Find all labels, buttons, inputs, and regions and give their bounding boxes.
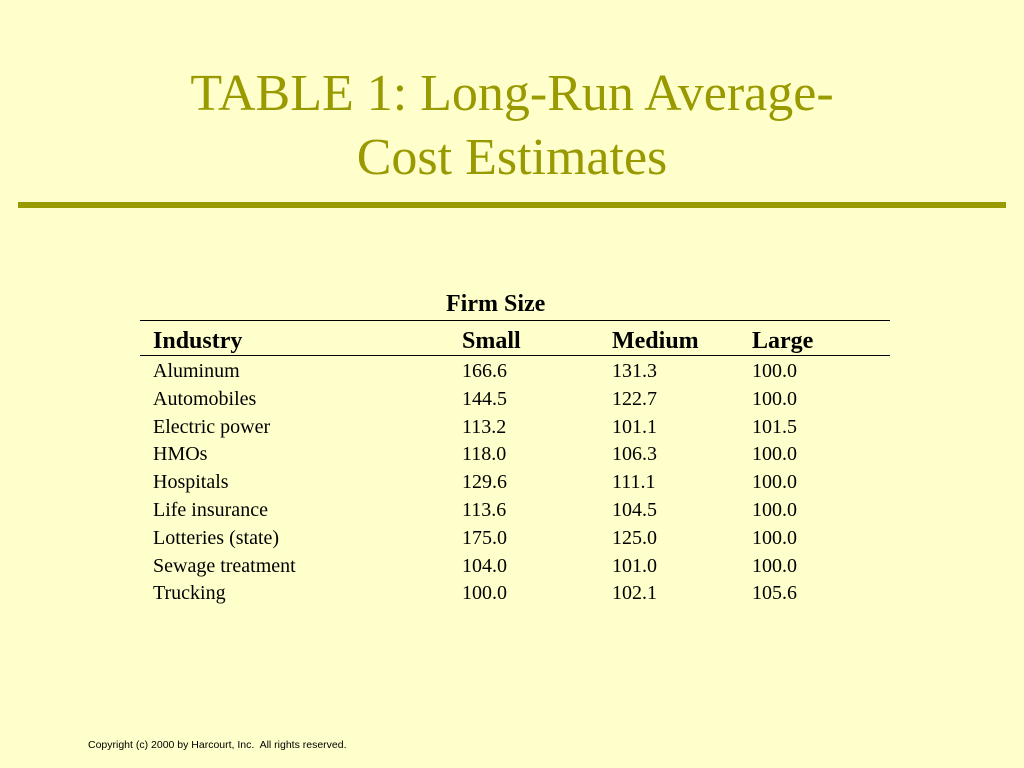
column-header-small: Small [462, 328, 521, 354]
firm-size-header: Firm Size [446, 291, 546, 317]
cell-small: 113.2 [462, 415, 507, 438]
slide-title-line-1: TABLE 1: Long-Run Average- [190, 65, 834, 122]
cell-industry: Hospitals [153, 471, 229, 494]
column-header-row: Industry Small Medium Large [140, 321, 890, 356]
column-header-medium: Medium [612, 328, 699, 354]
cell-industry: Sewage treatment [153, 554, 296, 577]
cell-industry: Lotteries (state) [153, 526, 280, 549]
table-row: Sewage treatment 104.0 101.0 100.0 [140, 551, 890, 579]
table-row: Hospitals 129.6 111.1 100.0 [140, 467, 890, 495]
cell-small: 118.0 [462, 443, 507, 466]
slide-title: TABLE 1: Long-Run Average- Cost Estimate… [0, 62, 1024, 190]
group-header-row: Firm Size [140, 288, 890, 321]
table-row: Life insurance 113.6 104.5 100.0 [140, 495, 890, 523]
slide-title-line-2: Cost Estimates [356, 129, 668, 186]
cell-medium: 125.0 [612, 526, 657, 549]
table-row: Aluminum 166.6 131.3 100.0 [140, 356, 890, 384]
cell-small: 113.6 [462, 498, 507, 521]
table-row: Trucking 100.0 102.1 105.6 [140, 578, 890, 606]
copyright-notice: Copyright (c) 2000 by Harcourt, Inc. All… [88, 739, 347, 751]
cell-large: 101.5 [752, 415, 797, 438]
cell-small: 166.6 [462, 360, 507, 382]
column-header-large: Large [752, 328, 814, 354]
cell-medium: 101.1 [612, 415, 657, 438]
cell-industry: Electric power [153, 415, 271, 438]
cell-medium: 122.7 [612, 387, 657, 410]
cell-industry: Automobiles [153, 387, 257, 410]
cell-large: 100.0 [752, 526, 797, 549]
table-row: HMOs 118.0 106.3 100.0 [140, 439, 890, 467]
cell-small: 104.0 [462, 554, 507, 577]
cell-medium: 101.0 [612, 554, 657, 577]
column-header-industry: Industry [153, 328, 243, 354]
cell-medium: 106.3 [612, 443, 657, 466]
cell-industry: Aluminum [153, 360, 240, 382]
cell-large: 100.0 [752, 498, 797, 521]
cell-industry: HMOs [153, 443, 208, 466]
cell-small: 129.6 [462, 471, 507, 494]
cell-industry: Life insurance [153, 498, 268, 521]
cell-large: 105.6 [752, 582, 797, 605]
table-body: Aluminum 166.6 131.3 100.0 Automobiles 1… [140, 356, 890, 606]
table-row: Automobiles 144.5 122.7 100.0 [140, 384, 890, 412]
cell-small: 100.0 [462, 582, 507, 605]
cell-industry: Trucking [153, 582, 226, 605]
title-divider [18, 202, 1006, 208]
cell-small: 175.0 [462, 526, 507, 549]
cell-medium: 111.1 [612, 471, 656, 494]
cell-medium: 104.5 [612, 498, 657, 521]
cell-medium: 131.3 [612, 360, 657, 382]
cell-large: 100.0 [752, 443, 797, 466]
cell-small: 144.5 [462, 387, 507, 410]
cost-estimates-table: Firm Size Industry Small Medium Large Al… [140, 288, 890, 606]
cell-large: 100.0 [752, 554, 797, 577]
table-row: Lotteries (state) 175.0 125.0 100.0 [140, 523, 890, 551]
table-row: Electric power 113.2 101.1 101.5 [140, 412, 890, 440]
cell-large: 100.0 [752, 387, 797, 410]
cell-large: 100.0 [752, 360, 797, 382]
cell-medium: 102.1 [612, 582, 657, 605]
cell-large: 100.0 [752, 471, 797, 494]
